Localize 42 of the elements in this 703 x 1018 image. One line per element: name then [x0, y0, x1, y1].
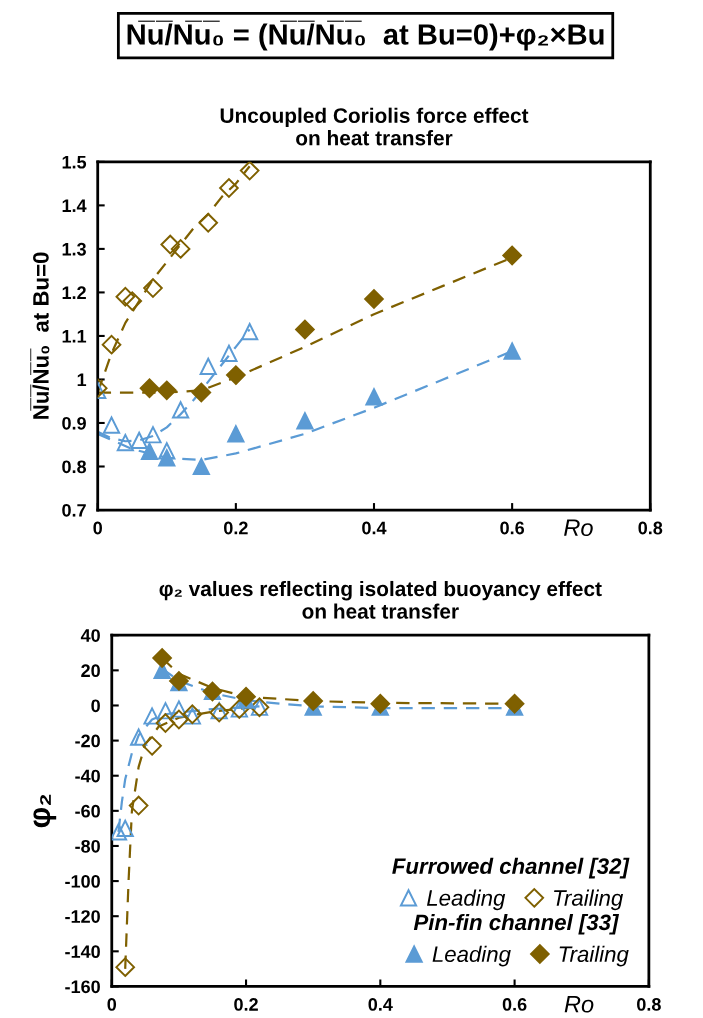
- y-tick-label: 1.3: [62, 242, 86, 256]
- x-tick-label: 0.8: [638, 521, 663, 535]
- legend-label: Trailing: [554, 889, 624, 911]
- x-axis-title: Ro: [564, 519, 593, 537]
- y-tick-label: -100: [65, 875, 100, 888]
- x-tick-label: 0.4: [368, 998, 393, 1011]
- y-tick-label: 1: [77, 373, 87, 386]
- y-tick-label: 40: [80, 629, 100, 642]
- x-tick-label: 0.2: [224, 521, 248, 535]
- y-tick-label: 0.9: [62, 416, 86, 430]
- y-tick-label: 1.1: [62, 330, 87, 343]
- x-tick-label: 0.2: [234, 998, 258, 1011]
- y-tick-label: -20: [75, 734, 100, 748]
- x-tick-label: 0.6: [502, 998, 527, 1011]
- x-tick-label: 0.4: [362, 521, 387, 535]
- y-tick-label: 0.8: [62, 460, 87, 474]
- y-tick-label: -120: [65, 910, 100, 923]
- y-tick-label: 0: [91, 699, 100, 713]
- legend-label: Trailing: [559, 945, 629, 967]
- y-tick-label: -40: [75, 769, 100, 783]
- annotation: Furrowed channel [32]: [392, 857, 630, 879]
- legend-label: Leading: [432, 945, 511, 967]
- chart-title: Uncoupled Coriolis force effect on heat transfer: [220, 107, 529, 146]
- chart-title: φ₂ values reflecting isolated buoyancy effect on heat transfer: [159, 580, 602, 619]
- y-tick-label: 20: [81, 664, 100, 678]
- y-tick-label: -160: [65, 980, 100, 994]
- y-axis-title: φ₂: [33, 794, 57, 828]
- y-tick-label: 1.5: [62, 155, 87, 169]
- x-axis-title: Ro: [564, 996, 594, 1013]
- x-tick-label: 0.6: [500, 521, 525, 535]
- x-tick-label: 0: [107, 998, 117, 1011]
- y-tick-label: 1.4: [62, 199, 87, 212]
- x-tick-label: 0.8: [637, 998, 661, 1011]
- y-tick-label: -140: [65, 945, 100, 959]
- y-tick-label: 1.2: [62, 286, 86, 299]
- y-tick-label: -80: [75, 839, 100, 853]
- y-axis-title: N̅u̅/N̅u̅₀ at Bu=0: [30, 252, 50, 419]
- y-tick-label: 0.7: [62, 503, 86, 517]
- y-tick-label: -60: [75, 804, 100, 818]
- annotation: Pin-fin channel [33]: [413, 913, 620, 935]
- legend-label: Leading: [426, 889, 506, 911]
- text: N̅u̅/N̅u̅₀ = (N̅u̅/N̅u̅₀ at Bu=0)+φ₂×Bu: [127, 20, 604, 51]
